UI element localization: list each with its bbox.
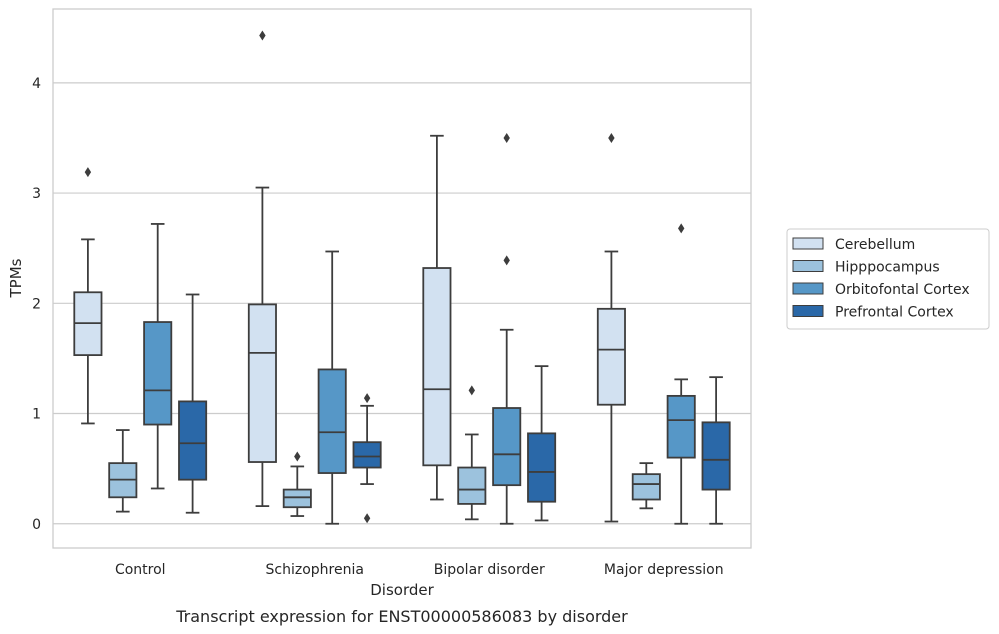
- box-body: [352, 441, 382, 469]
- series-prefrontal-cortex: [178, 293, 731, 525]
- box: [596, 132, 626, 523]
- box-body: [527, 432, 557, 503]
- box: [457, 385, 487, 521]
- outlier-point: [608, 132, 615, 143]
- legend-swatch: [792, 305, 824, 317]
- outlier-point: [503, 132, 510, 143]
- y-tick-labels: 0 1 2 3 4: [32, 76, 41, 533]
- legend: Cerebellum Hipppocampus Orbitofontal Corte…: [786, 228, 990, 330]
- box: [282, 451, 312, 517]
- box: [527, 365, 557, 522]
- legend-frame: [786, 228, 990, 330]
- y-tick-label: 2: [32, 296, 41, 312]
- box: [352, 393, 382, 524]
- box: [73, 167, 103, 425]
- box-body: [492, 407, 522, 487]
- y-tick-label: 4: [32, 76, 41, 92]
- y-tick-label: 0: [32, 517, 41, 533]
- box: [317, 250, 347, 525]
- box: [701, 376, 731, 525]
- box-body: [422, 267, 452, 467]
- x-tick-label: Bipolar disorder: [434, 562, 545, 578]
- outlier-point: [259, 30, 266, 41]
- legend-swatch: [792, 237, 824, 250]
- outlier-point: [503, 255, 510, 266]
- outlier-point: [84, 167, 92, 178]
- box-body: [457, 466, 487, 505]
- series-hipppocampus: [108, 385, 661, 521]
- box-body: [178, 400, 208, 481]
- box-plot-series: [73, 30, 731, 525]
- outlier-point: [468, 385, 475, 396]
- legend-swatch: [792, 282, 824, 295]
- x-axis-label: Disorder: [370, 581, 434, 599]
- box: [247, 30, 277, 508]
- legend-swatch: [792, 260, 824, 272]
- box-body: [143, 321, 173, 426]
- x-tick-label: Major depression: [604, 562, 724, 578]
- plot-background: [53, 9, 751, 548]
- chart-caption: Transcript expression for ENST0000058608…: [175, 607, 628, 626]
- box-body: [631, 473, 661, 501]
- legend-label: Hipppocampus: [835, 260, 940, 276]
- outlier-point: [294, 451, 301, 462]
- box: [178, 293, 208, 514]
- box: [108, 429, 138, 513]
- series-orbitofontal-cortex: [143, 132, 696, 525]
- box: [492, 132, 522, 525]
- plot-frame: [52, 8, 752, 549]
- outlier-point: [363, 393, 371, 404]
- x-tick-labels: Control Schizophrenia Bipolar disorder Majo…: [115, 562, 724, 578]
- legend-label: Prefrontal Cortex: [835, 305, 954, 321]
- box-body: [596, 307, 626, 406]
- x-tick-label: Control: [115, 562, 166, 578]
- box: [143, 223, 173, 490]
- box-body: [247, 303, 277, 463]
- legend-label: Orbitofontal Cortex: [835, 282, 970, 298]
- box-body: [317, 368, 347, 474]
- box-body: [666, 394, 696, 459]
- y-tick-label: 1: [32, 407, 41, 423]
- legend-label: Cerebellum: [835, 237, 915, 253]
- series-cerebellum: [73, 30, 626, 523]
- outlier-point: [363, 513, 371, 524]
- box-body: [701, 421, 731, 491]
- box-body: [282, 488, 312, 509]
- y-tick-label: 3: [32, 186, 41, 202]
- outlier-point: [678, 223, 685, 234]
- box: [631, 462, 661, 510]
- x-tick-label: Schizophrenia: [266, 562, 364, 578]
- y-axis-label: TPMs: [7, 258, 25, 298]
- box: [422, 134, 452, 501]
- box: [666, 223, 696, 525]
